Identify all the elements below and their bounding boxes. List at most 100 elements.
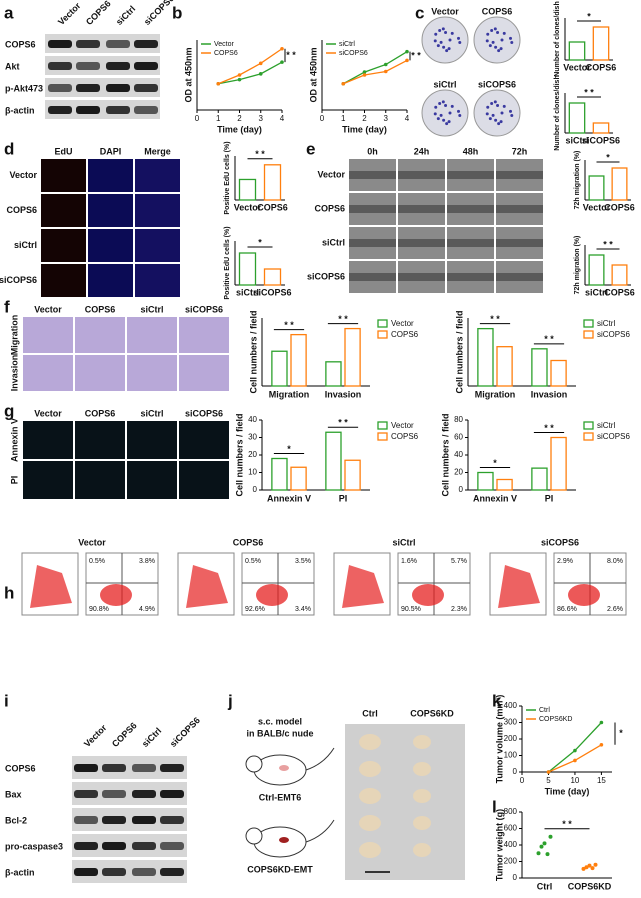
wound	[349, 273, 396, 281]
label: 200	[504, 734, 518, 743]
legend-swatch	[377, 432, 388, 441]
label: Migration	[9, 315, 19, 356]
tumor-photo	[359, 788, 381, 804]
label: Merge	[144, 146, 171, 156]
image	[135, 159, 180, 192]
plate	[421, 16, 469, 64]
label: * *	[411, 50, 421, 60]
blot-strip	[45, 100, 160, 119]
wound	[398, 239, 445, 247]
label: siCOPS6	[541, 537, 579, 547]
mouse-tail	[305, 747, 335, 771]
label: COPS6	[6, 205, 37, 215]
label: a	[4, 3, 14, 22]
series-line	[218, 48, 283, 85]
label: COPS6	[604, 202, 635, 212]
label: siCtrl	[236, 287, 259, 297]
label: *	[258, 237, 262, 247]
band	[134, 62, 158, 70]
band	[102, 816, 126, 824]
label: d	[4, 139, 14, 158]
mouse-head	[245, 755, 263, 773]
label: COPS6	[604, 287, 635, 297]
label: siCtrl	[140, 726, 163, 749]
label: 0.5%	[245, 558, 261, 565]
label: * *	[338, 418, 348, 428]
image	[88, 194, 133, 227]
bar	[477, 327, 494, 387]
wound	[349, 171, 396, 179]
image	[179, 355, 229, 391]
image	[127, 355, 177, 391]
image	[75, 461, 125, 499]
label: Cell numbers / field	[454, 310, 464, 393]
wound	[349, 205, 396, 213]
label: Ctrl	[362, 708, 378, 718]
label: Tumor volume (mm³)	[494, 695, 504, 784]
bar	[263, 164, 282, 201]
colony	[436, 117, 440, 121]
label: 20	[454, 468, 463, 477]
label: Annexin V	[473, 493, 517, 503]
wound	[496, 205, 543, 213]
point	[237, 73, 242, 77]
label: 40	[454, 450, 463, 459]
label: 0	[253, 485, 258, 494]
legend-swatch	[377, 421, 388, 430]
colony	[485, 112, 489, 116]
label: Invasion	[325, 389, 362, 399]
band	[48, 106, 72, 114]
label: 100	[504, 751, 518, 760]
image	[23, 461, 73, 499]
plate	[473, 89, 521, 137]
colony	[450, 104, 454, 108]
label: 24h	[414, 146, 430, 156]
label: COPS6	[5, 39, 36, 49]
label: c	[415, 3, 424, 22]
label: 600	[504, 824, 518, 833]
bar	[263, 268, 282, 286]
label: siCtrl	[392, 537, 415, 547]
plate	[473, 16, 521, 64]
label: * *	[286, 50, 296, 60]
label: siCOPS6	[597, 330, 630, 339]
wound	[496, 171, 543, 179]
colony	[441, 27, 445, 31]
cells	[100, 584, 132, 606]
legend-swatch	[583, 432, 594, 441]
label: *	[587, 11, 591, 21]
label: COPS6KD	[568, 881, 612, 891]
label: siCtrl	[433, 79, 456, 89]
band	[48, 40, 72, 48]
bar	[588, 175, 605, 201]
wound	[349, 239, 396, 247]
label: Vector	[214, 41, 235, 48]
bar	[592, 122, 610, 134]
point	[599, 720, 604, 725]
label: siCOPS6	[582, 135, 620, 145]
gate	[30, 565, 72, 608]
gate	[498, 565, 540, 608]
image	[135, 264, 180, 297]
point	[341, 81, 346, 86]
label: PI	[339, 493, 348, 503]
label: 4	[280, 114, 285, 123]
label: Bcl-2	[5, 815, 27, 825]
blot-strip	[72, 834, 187, 857]
label: Migration	[475, 389, 516, 399]
label: Annexin V	[267, 493, 311, 503]
colony	[485, 39, 489, 43]
colony	[434, 105, 438, 109]
band	[160, 842, 184, 850]
bar	[325, 361, 342, 387]
label: j	[227, 691, 233, 710]
colony	[441, 100, 445, 104]
tumor	[279, 837, 289, 843]
cells	[256, 584, 288, 606]
label: siCOPS6	[253, 287, 291, 297]
label: COPS6	[482, 6, 513, 16]
label: siCOPS6	[307, 271, 345, 281]
colony	[502, 31, 506, 35]
label: COPS6	[233, 537, 264, 547]
legend-swatch	[377, 330, 388, 339]
